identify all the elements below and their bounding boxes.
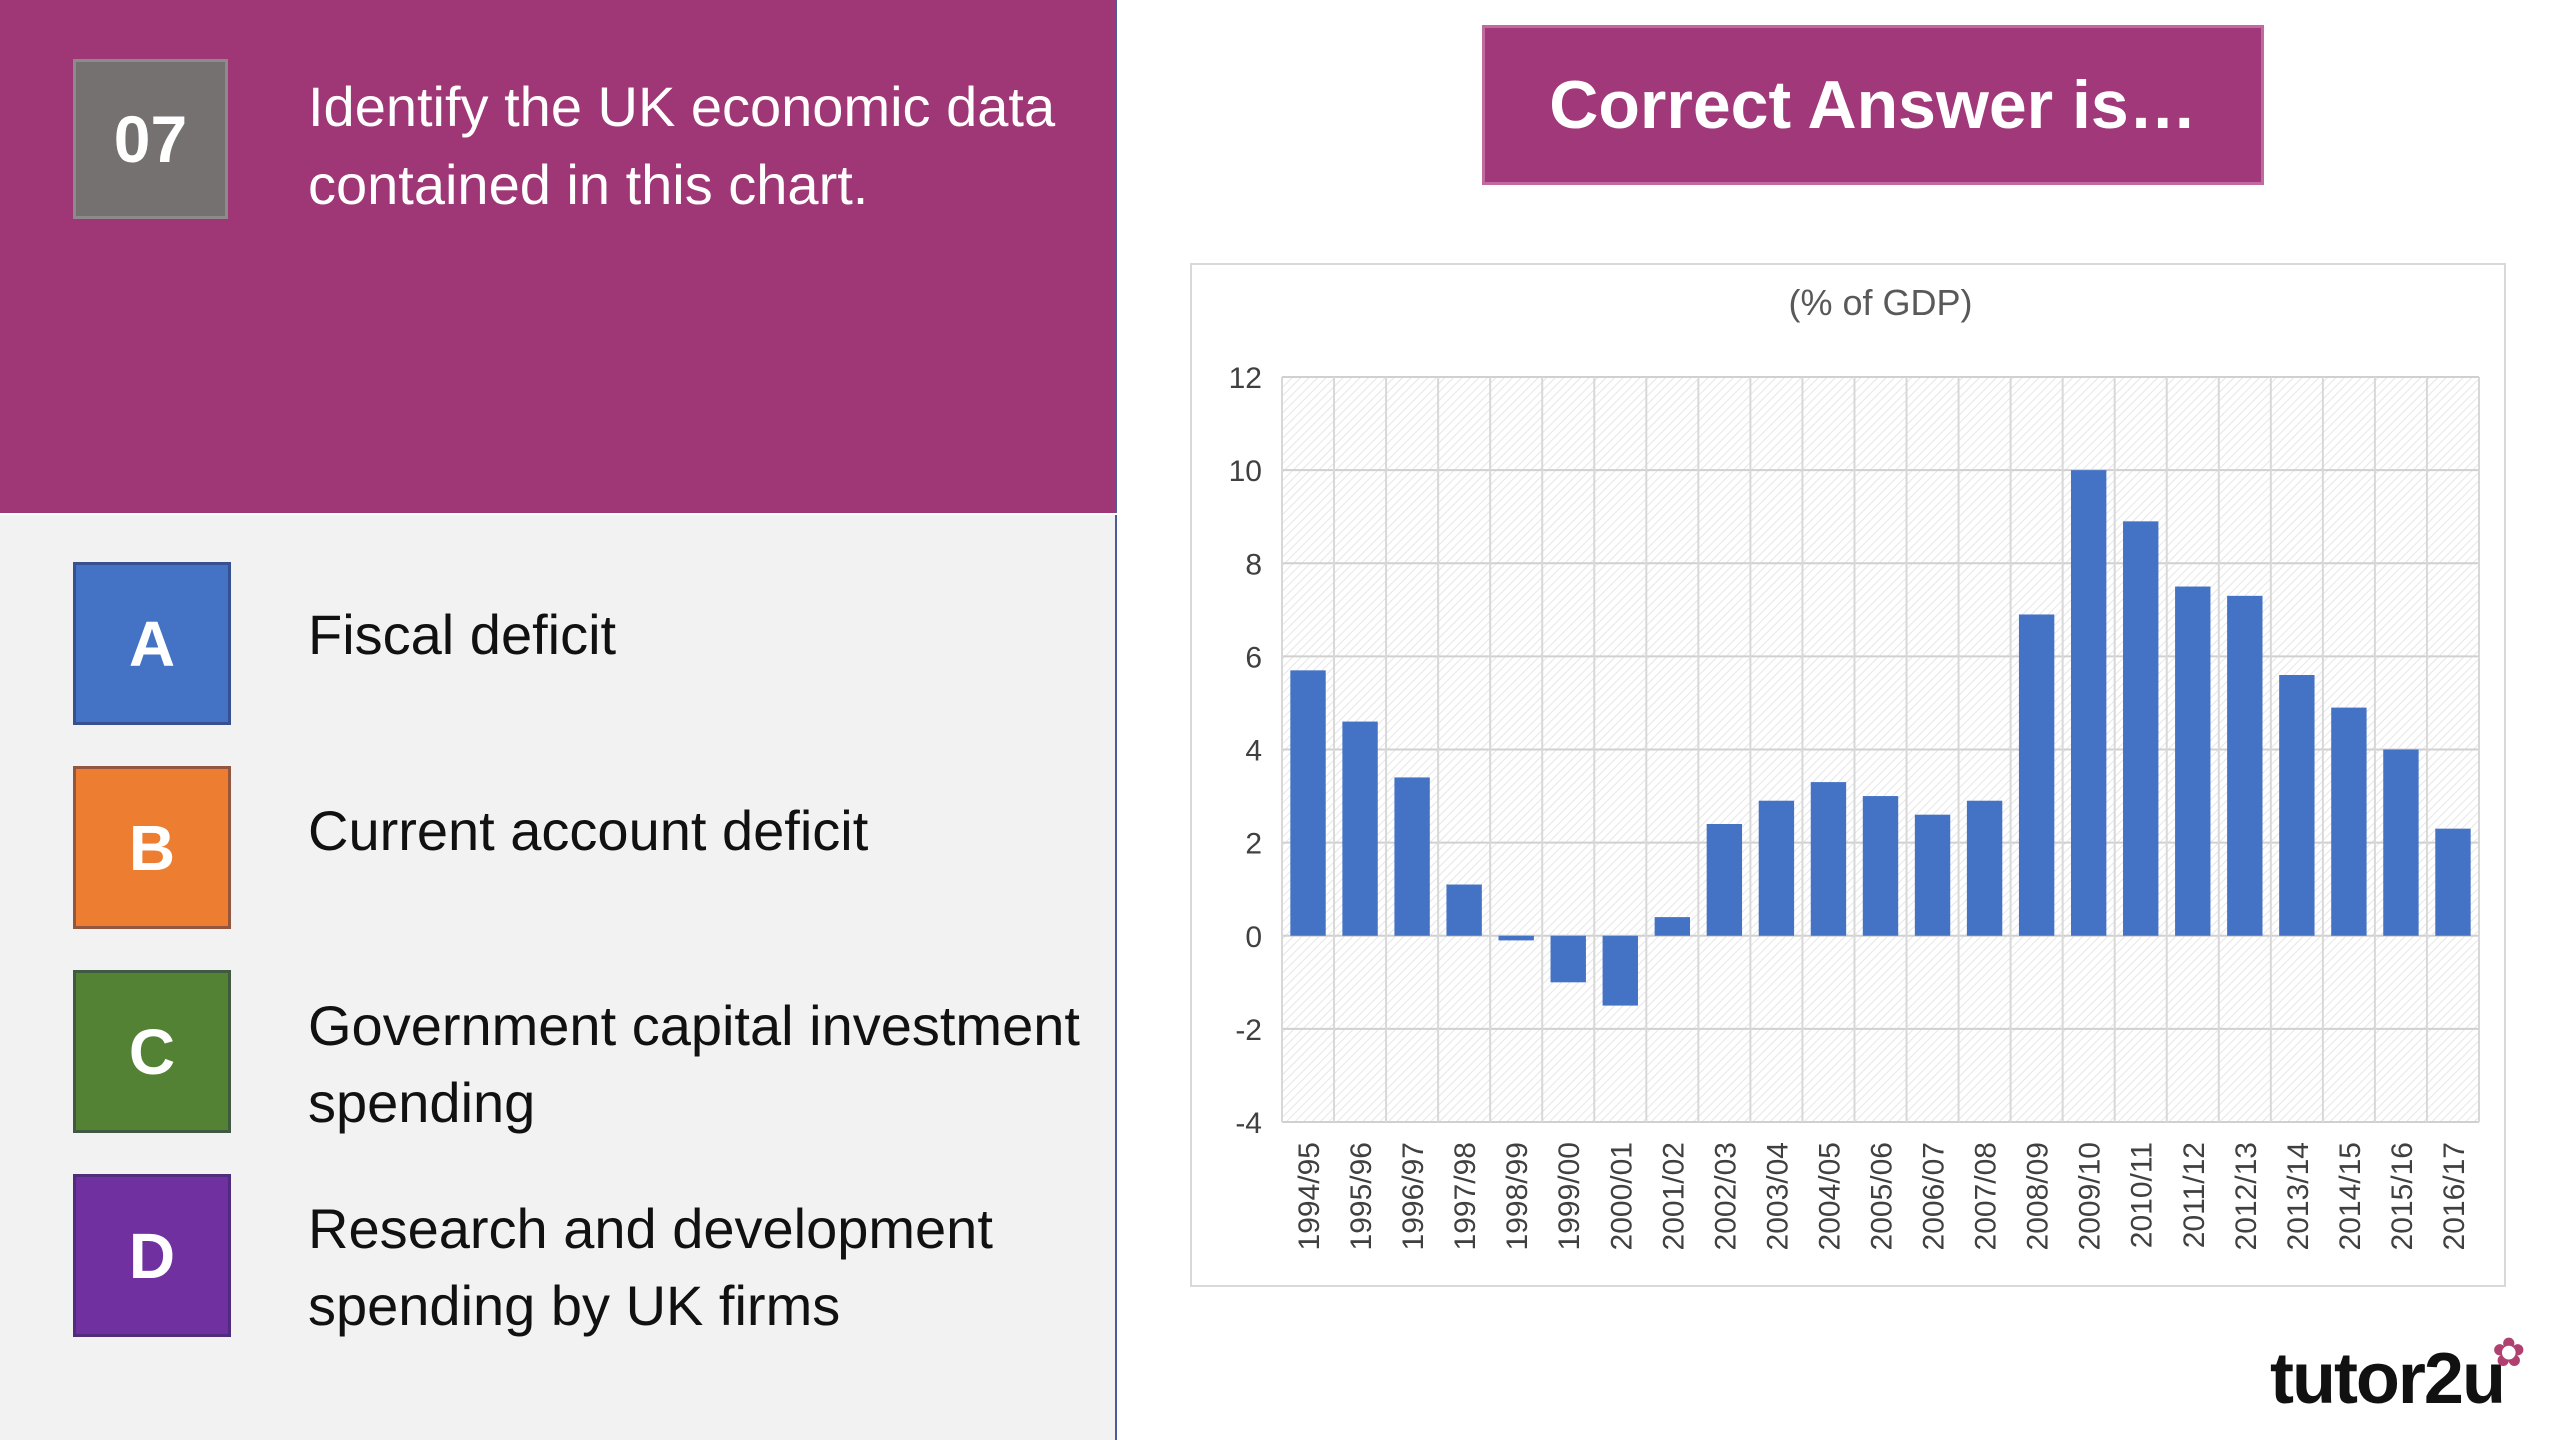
x-tick-label: 2002/03 <box>1709 1142 1742 1250</box>
chart-frame: (% of GDP) 12 10 8 6 4 2 0 -2 -4 1994/95 1995/96 19… <box>1190 263 2506 1287</box>
y-tick-label: 10 <box>1229 455 1262 488</box>
bar-1995-96 <box>1342 721 1378 936</box>
x-tick-label: 1998/99 <box>1501 1142 1534 1250</box>
logo-text: tutor2u <box>2270 1339 2506 1419</box>
y-tick-label: 6 <box>1245 641 1262 674</box>
bar-2009-10 <box>2070 470 2107 936</box>
bar-1998-99 <box>1498 935 1534 941</box>
y-tick-label: 4 <box>1245 735 1262 768</box>
bar-2001-02 <box>1654 917 1691 936</box>
flower-icon: ✿ <box>2492 1331 2526 1375</box>
x-tick-label: 1994/95 <box>1293 1142 1326 1250</box>
bar-2012-13 <box>2227 595 2263 936</box>
bar-2007-08 <box>1966 800 2003 936</box>
y-tick-label: 12 <box>1229 362 1262 395</box>
bar-2008-09 <box>2018 614 2055 936</box>
option-c-letter[interactable]: C <box>73 970 231 1133</box>
x-tick-label: 2015/16 <box>2386 1142 2419 1250</box>
x-tick-label: 2010/11 <box>2126 1142 2159 1248</box>
left-panel: 07 Identify the UK economic data contain… <box>0 0 1117 1440</box>
x-tick-label: 1996/97 <box>1397 1142 1430 1250</box>
y-tick-label: -2 <box>1235 1014 1262 1047</box>
x-tick-label: 2011/12 <box>2178 1142 2211 1248</box>
x-tick-label: 2006/07 <box>1918 1142 1951 1250</box>
x-tick-label: 2004/05 <box>1813 1142 1846 1250</box>
option-c-text[interactable]: Government capital investment spending <box>308 994 1080 1134</box>
tutor2u-logo: tutor2u ✿ <box>2270 1330 2540 1420</box>
bar-2003-04 <box>1758 800 1795 936</box>
y-tick-label: 0 <box>1245 921 1262 954</box>
x-tick-label: 1995/96 <box>1345 1142 1378 1250</box>
x-tick-label: 2009/10 <box>2074 1142 2107 1250</box>
x-tick-label: 2005/06 <box>1866 1142 1899 1250</box>
bar-2005-06 <box>1862 796 1899 936</box>
x-tick-label: 2013/14 <box>2282 1142 2315 1250</box>
question-box: 07 Identify the UK economic data contain… <box>0 0 1117 513</box>
x-tick-label: 2007/08 <box>1970 1142 2003 1250</box>
bar-1997-98 <box>1446 884 1482 936</box>
bar-2014-15 <box>2331 707 2367 936</box>
bar-1999-00 <box>1550 935 1586 983</box>
question-text: Identify the UK economic data contained … <box>308 75 1056 216</box>
x-tick-label: 2012/13 <box>2230 1142 2263 1250</box>
y-tick-label: 2 <box>1245 828 1262 861</box>
option-d-letter[interactable]: D <box>73 1174 231 1337</box>
x-tick-label: 2016/17 <box>2438 1142 2471 1250</box>
bar-2013-14 <box>2279 675 2315 936</box>
x-tick-label: 2001/02 <box>1657 1142 1690 1250</box>
bar-2006-07 <box>1914 814 1951 936</box>
option-b-text[interactable]: Current account deficit <box>308 799 869 862</box>
plot-area: 12 10 8 6 4 2 0 -2 -4 1994/95 1995/96 1996/97 1997/9… <box>1229 362 2480 1250</box>
x-tick-label: 2000/01 <box>1605 1142 1638 1250</box>
bar-1996-97 <box>1394 777 1430 936</box>
x-tick-label: 2008/09 <box>2022 1142 2055 1250</box>
x-tick-label: 2003/04 <box>1761 1142 1794 1250</box>
question-number: 07 <box>73 59 228 219</box>
correct-answer-banner[interactable]: Correct Answer is… <box>1482 25 2264 185</box>
bar-2010-11 <box>2123 521 2159 936</box>
option-b-letter[interactable]: B <box>73 766 231 929</box>
y-tick-label: -4 <box>1235 1107 1262 1140</box>
bar-2016-17 <box>2435 828 2471 936</box>
y-tick-label: 8 <box>1245 548 1262 581</box>
x-tick-label: 1999/00 <box>1553 1142 1586 1250</box>
option-a-letter[interactable]: A <box>73 562 231 725</box>
bar-2004-05 <box>1810 782 1847 936</box>
bar-2011-12 <box>2175 586 2211 936</box>
bar-1994-95 <box>1290 670 1326 936</box>
option-a-text[interactable]: Fiscal deficit <box>308 603 617 666</box>
bar-2002-03 <box>1706 824 1743 936</box>
bar-chart: (% of GDP) 12 10 8 6 4 2 0 -2 -4 1994/95 1995/96 19… <box>1229 282 2480 1250</box>
bar-2015-16 <box>2383 749 2419 936</box>
chart-title: (% of GDP) <box>1788 282 1972 323</box>
x-tick-label: 1997/98 <box>1449 1142 1482 1250</box>
options-box: A Fiscal deficit B Current account defic… <box>0 515 1117 1440</box>
bar-2000-01 <box>1602 935 1638 1006</box>
x-tick-label: 2014/15 <box>2334 1142 2367 1250</box>
option-d-text[interactable]: Research and development spending by UK … <box>308 1197 993 1337</box>
